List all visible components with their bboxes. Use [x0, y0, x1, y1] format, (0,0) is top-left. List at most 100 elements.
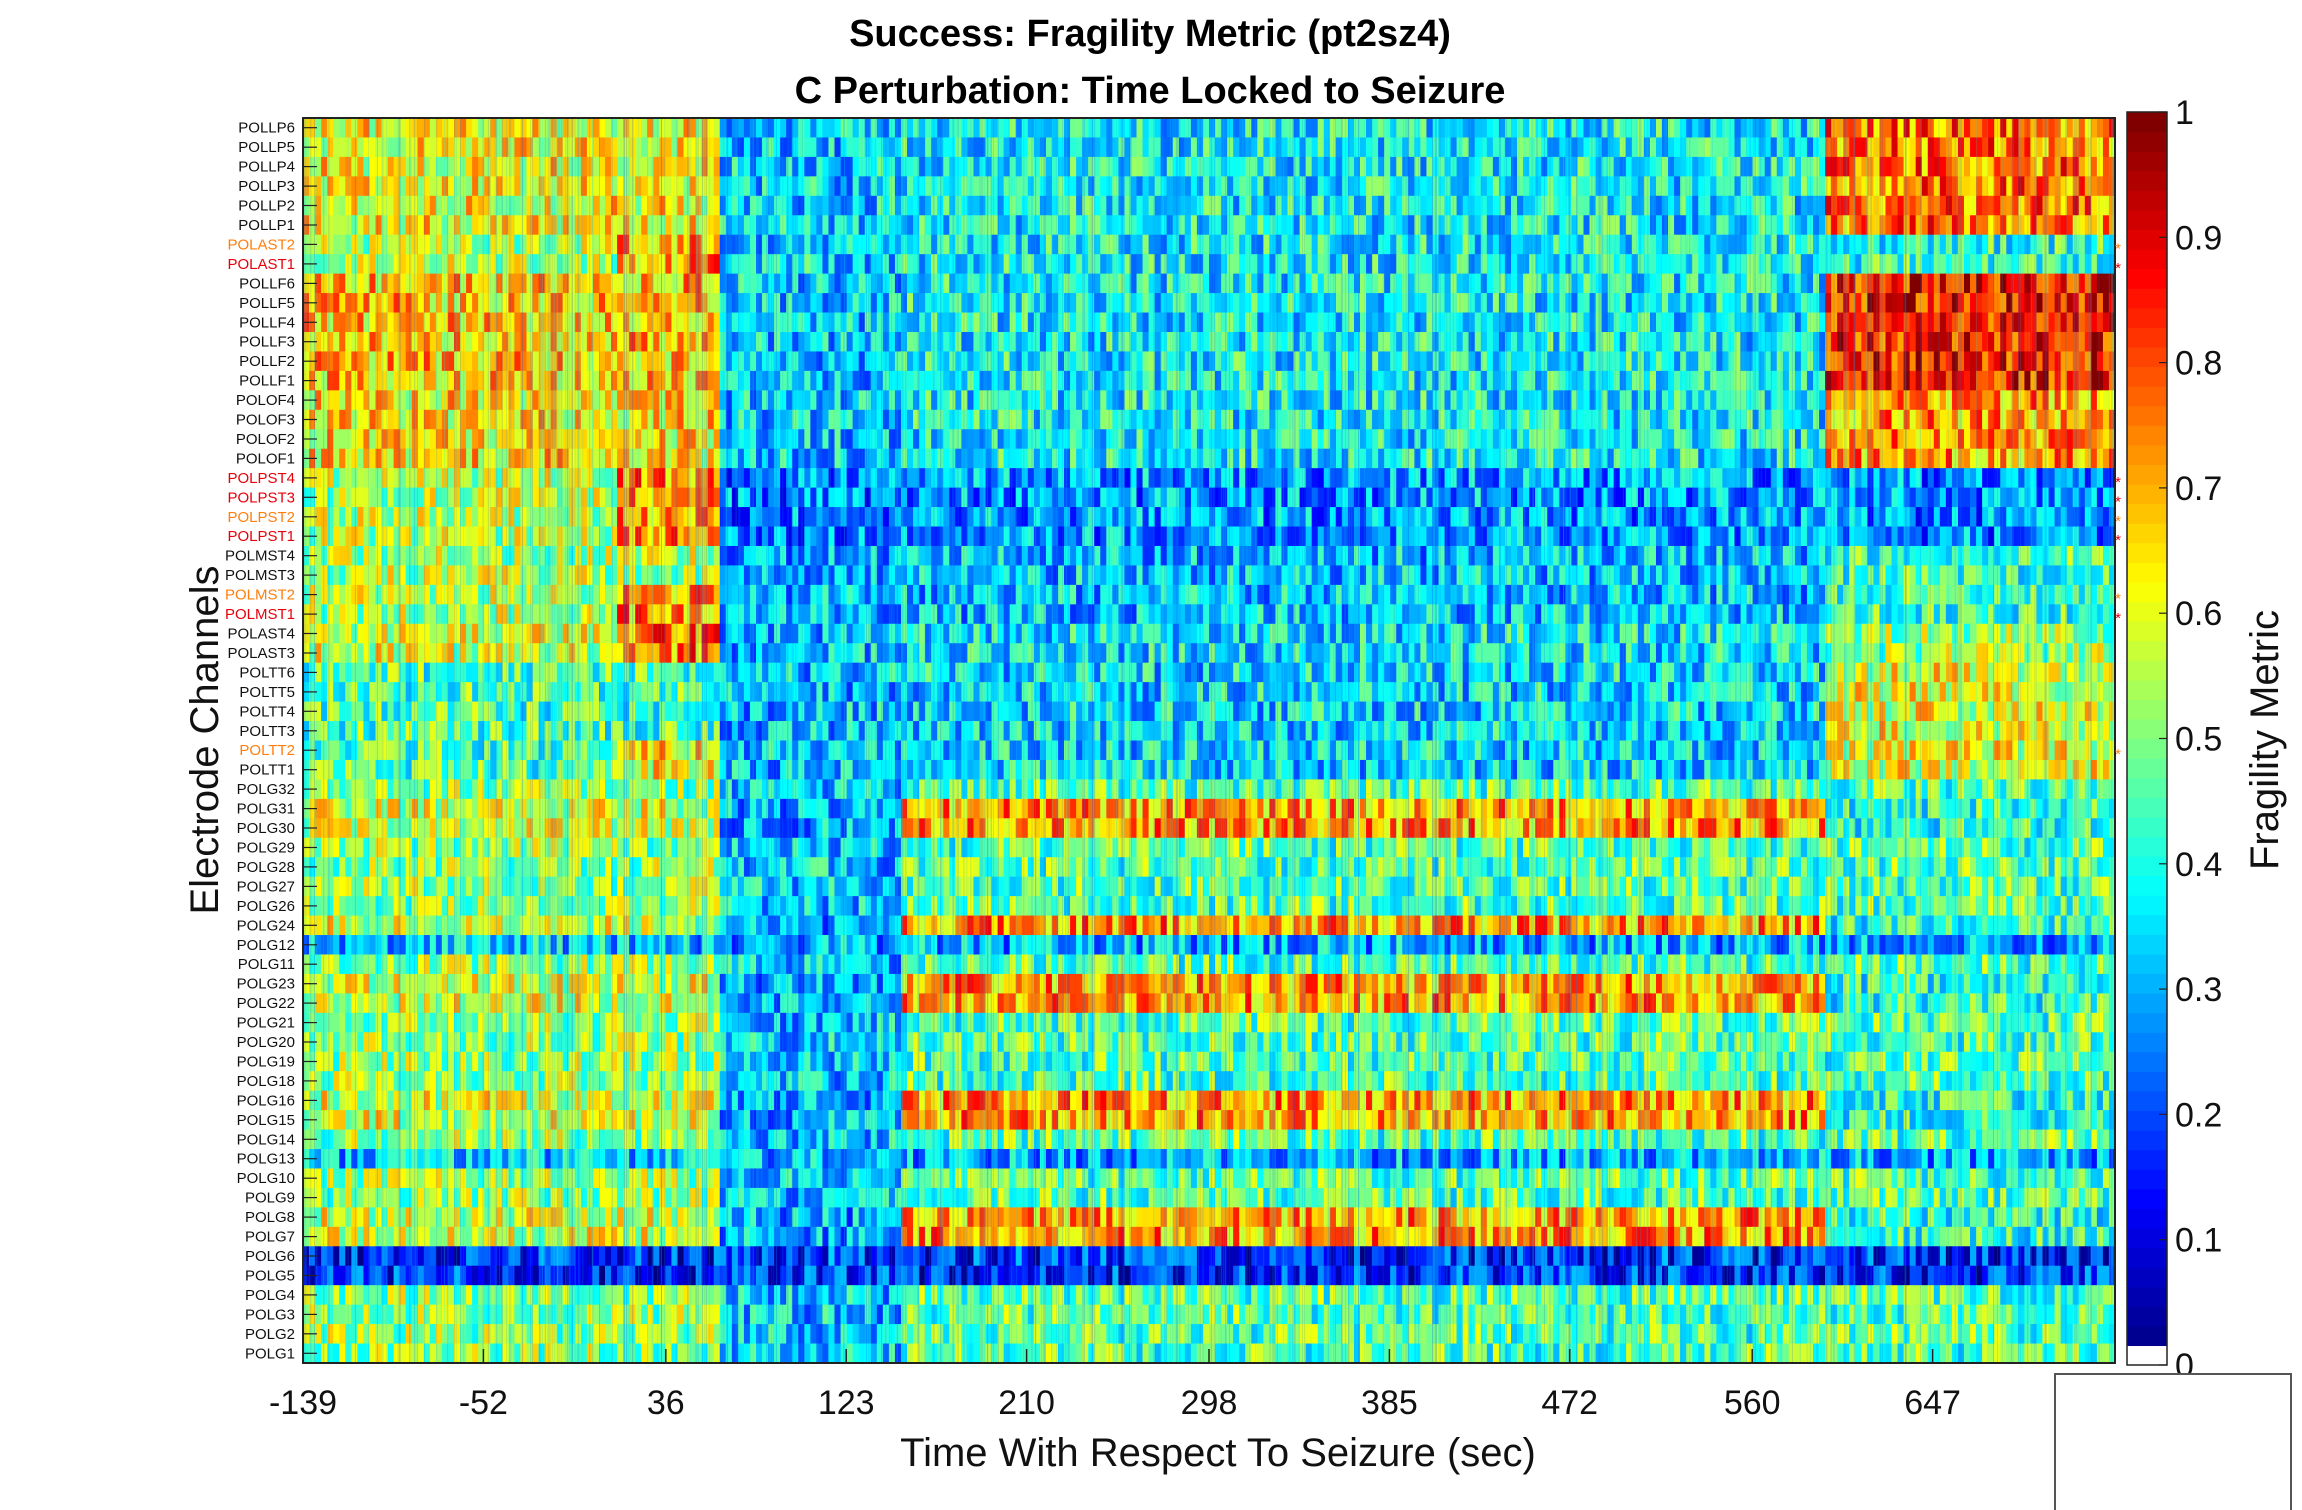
colorbar-step	[2127, 855, 2167, 877]
channel-label: POLPST1	[227, 528, 295, 545]
colorbar-step	[2127, 660, 2167, 681]
colorbar-step	[2127, 777, 2167, 798]
colorbar-step	[2127, 797, 2167, 818]
channel-label: POLG27	[237, 878, 295, 895]
channel-label: POLAST1	[227, 256, 295, 273]
channel-label: POLOF3	[236, 412, 295, 429]
channel-label: POLG18	[237, 1073, 295, 1090]
soz-marker: *	[2115, 240, 2121, 257]
channel-label: POLG26	[237, 898, 295, 915]
colorbar-tick-label: 0.1	[2175, 1222, 2222, 1260]
channel-label: POLAST2	[227, 236, 295, 253]
colorbar-step	[2127, 836, 2167, 857]
colorbar-step	[2127, 1130, 2167, 1151]
colorbar-step	[2127, 170, 2167, 191]
colorbar-step	[2127, 816, 2167, 837]
x-tick-label: 298	[1181, 1384, 1238, 1422]
channel-label: POLG31	[237, 801, 295, 818]
channel-label: POLG3	[245, 1306, 295, 1323]
empty-inset-box	[2054, 1373, 2292, 1510]
colorbar-tick-label: 0.6	[2175, 595, 2222, 633]
colorbar-step	[2127, 1169, 2167, 1190]
channel-label: POLLP2	[238, 198, 295, 215]
colorbar-step	[2127, 895, 2167, 916]
channel-label: POLG16	[237, 1092, 295, 1109]
channel-label: POLLF5	[239, 295, 295, 312]
channel-label: POLTT4	[239, 703, 295, 720]
soz-marker: *	[2115, 610, 2121, 627]
colorbar-step	[2127, 425, 2167, 446]
colorbar-step	[2127, 1032, 2167, 1053]
colorbar-step	[2127, 875, 2167, 896]
channel-label: POLTT3	[239, 723, 295, 740]
channel-label: POLAST4	[227, 626, 295, 643]
channel-label: POLG9	[245, 1190, 295, 1207]
channel-label: POLG30	[237, 820, 295, 837]
colorbar-step	[2127, 1208, 2167, 1229]
chart-subtitle: C Perturbation: Time Locked to Seizure	[795, 70, 1506, 112]
channel-label: POLLF4	[239, 314, 295, 331]
colorbar-step	[2127, 914, 2167, 935]
colorbar-label: Fragility Metric	[2243, 610, 2287, 870]
colorbar-tick-label: 0.4	[2175, 846, 2222, 884]
colorbar-step	[2127, 503, 2167, 524]
colorbar-tick-label: 0.5	[2175, 721, 2222, 759]
colorbar-tick-label: 0.7	[2175, 470, 2222, 508]
channel-label: POLPST2	[227, 509, 295, 526]
colorbar-step	[2127, 699, 2167, 720]
channel-label: POLMST2	[225, 587, 295, 604]
colorbar-frame	[2126, 111, 2168, 1366]
colorbar-step	[2127, 953, 2167, 975]
x-tick-label: 36	[647, 1384, 685, 1422]
channel-label: POLOF2	[236, 431, 295, 448]
channel-label: POLLP1	[238, 217, 295, 234]
channel-label: POLG32	[237, 781, 295, 798]
colorbar-step	[2127, 483, 2167, 505]
y-axis-label: Electrode Channels	[183, 565, 227, 914]
colorbar-step	[2127, 327, 2167, 348]
channel-label: POLG19	[237, 1054, 295, 1071]
colorbar-step	[2127, 366, 2167, 387]
channel-label: POLG13	[237, 1151, 295, 1168]
colorbar-step	[2127, 679, 2167, 700]
colorbar-step	[2127, 973, 2167, 994]
channel-label: POLG12	[237, 937, 295, 954]
channel-label: POLG22	[237, 995, 295, 1012]
channel-label: POLLF1	[239, 373, 295, 390]
channel-label: POLG10	[237, 1170, 295, 1187]
colorbar-step	[2127, 1267, 2167, 1288]
colorbar-tick-labels: 00.10.20.30.40.50.60.70.80.91	[2159, 94, 2222, 1385]
x-tick-label: 123	[818, 1384, 875, 1422]
colorbar-step	[2127, 209, 2167, 231]
soz-marker: *	[2115, 493, 2121, 510]
soz-marker: *	[2115, 746, 2121, 763]
channel-label: POLG28	[237, 859, 295, 876]
x-tick-label: -52	[459, 1384, 508, 1422]
colorbar-step	[2127, 1051, 2167, 1072]
heatmap-cells	[303, 118, 2116, 1364]
colorbar-step	[2127, 112, 2167, 133]
colorbar-step	[2127, 562, 2167, 583]
channel-label: POLG6	[245, 1248, 295, 1265]
colorbar	[2127, 112, 2167, 1366]
colorbar-step	[2127, 307, 2167, 328]
channel-label: POLPST4	[227, 470, 295, 487]
channel-label: POLG23	[237, 976, 295, 993]
channel-label: POLPST3	[227, 489, 295, 506]
colorbar-step	[2127, 1090, 2167, 1112]
colorbar-step	[2127, 288, 2167, 309]
colorbar-step	[2127, 1286, 2167, 1307]
channel-label: POLOF1	[236, 450, 295, 467]
soz-marker: *	[2115, 260, 2121, 277]
colorbar-step	[2127, 601, 2167, 622]
channel-label: POLTT6	[239, 664, 295, 681]
colorbar-step	[2127, 464, 2167, 485]
soz-marker: *	[2115, 532, 2121, 549]
channel-label: POLG24	[237, 917, 295, 934]
colorbar-tick-label: 1	[2175, 94, 2194, 132]
channel-label: POLAST3	[227, 645, 295, 662]
channel-label: POLLP4	[238, 159, 295, 176]
channel-label: POLG5	[245, 1268, 295, 1285]
colorbar-step	[2127, 640, 2167, 661]
